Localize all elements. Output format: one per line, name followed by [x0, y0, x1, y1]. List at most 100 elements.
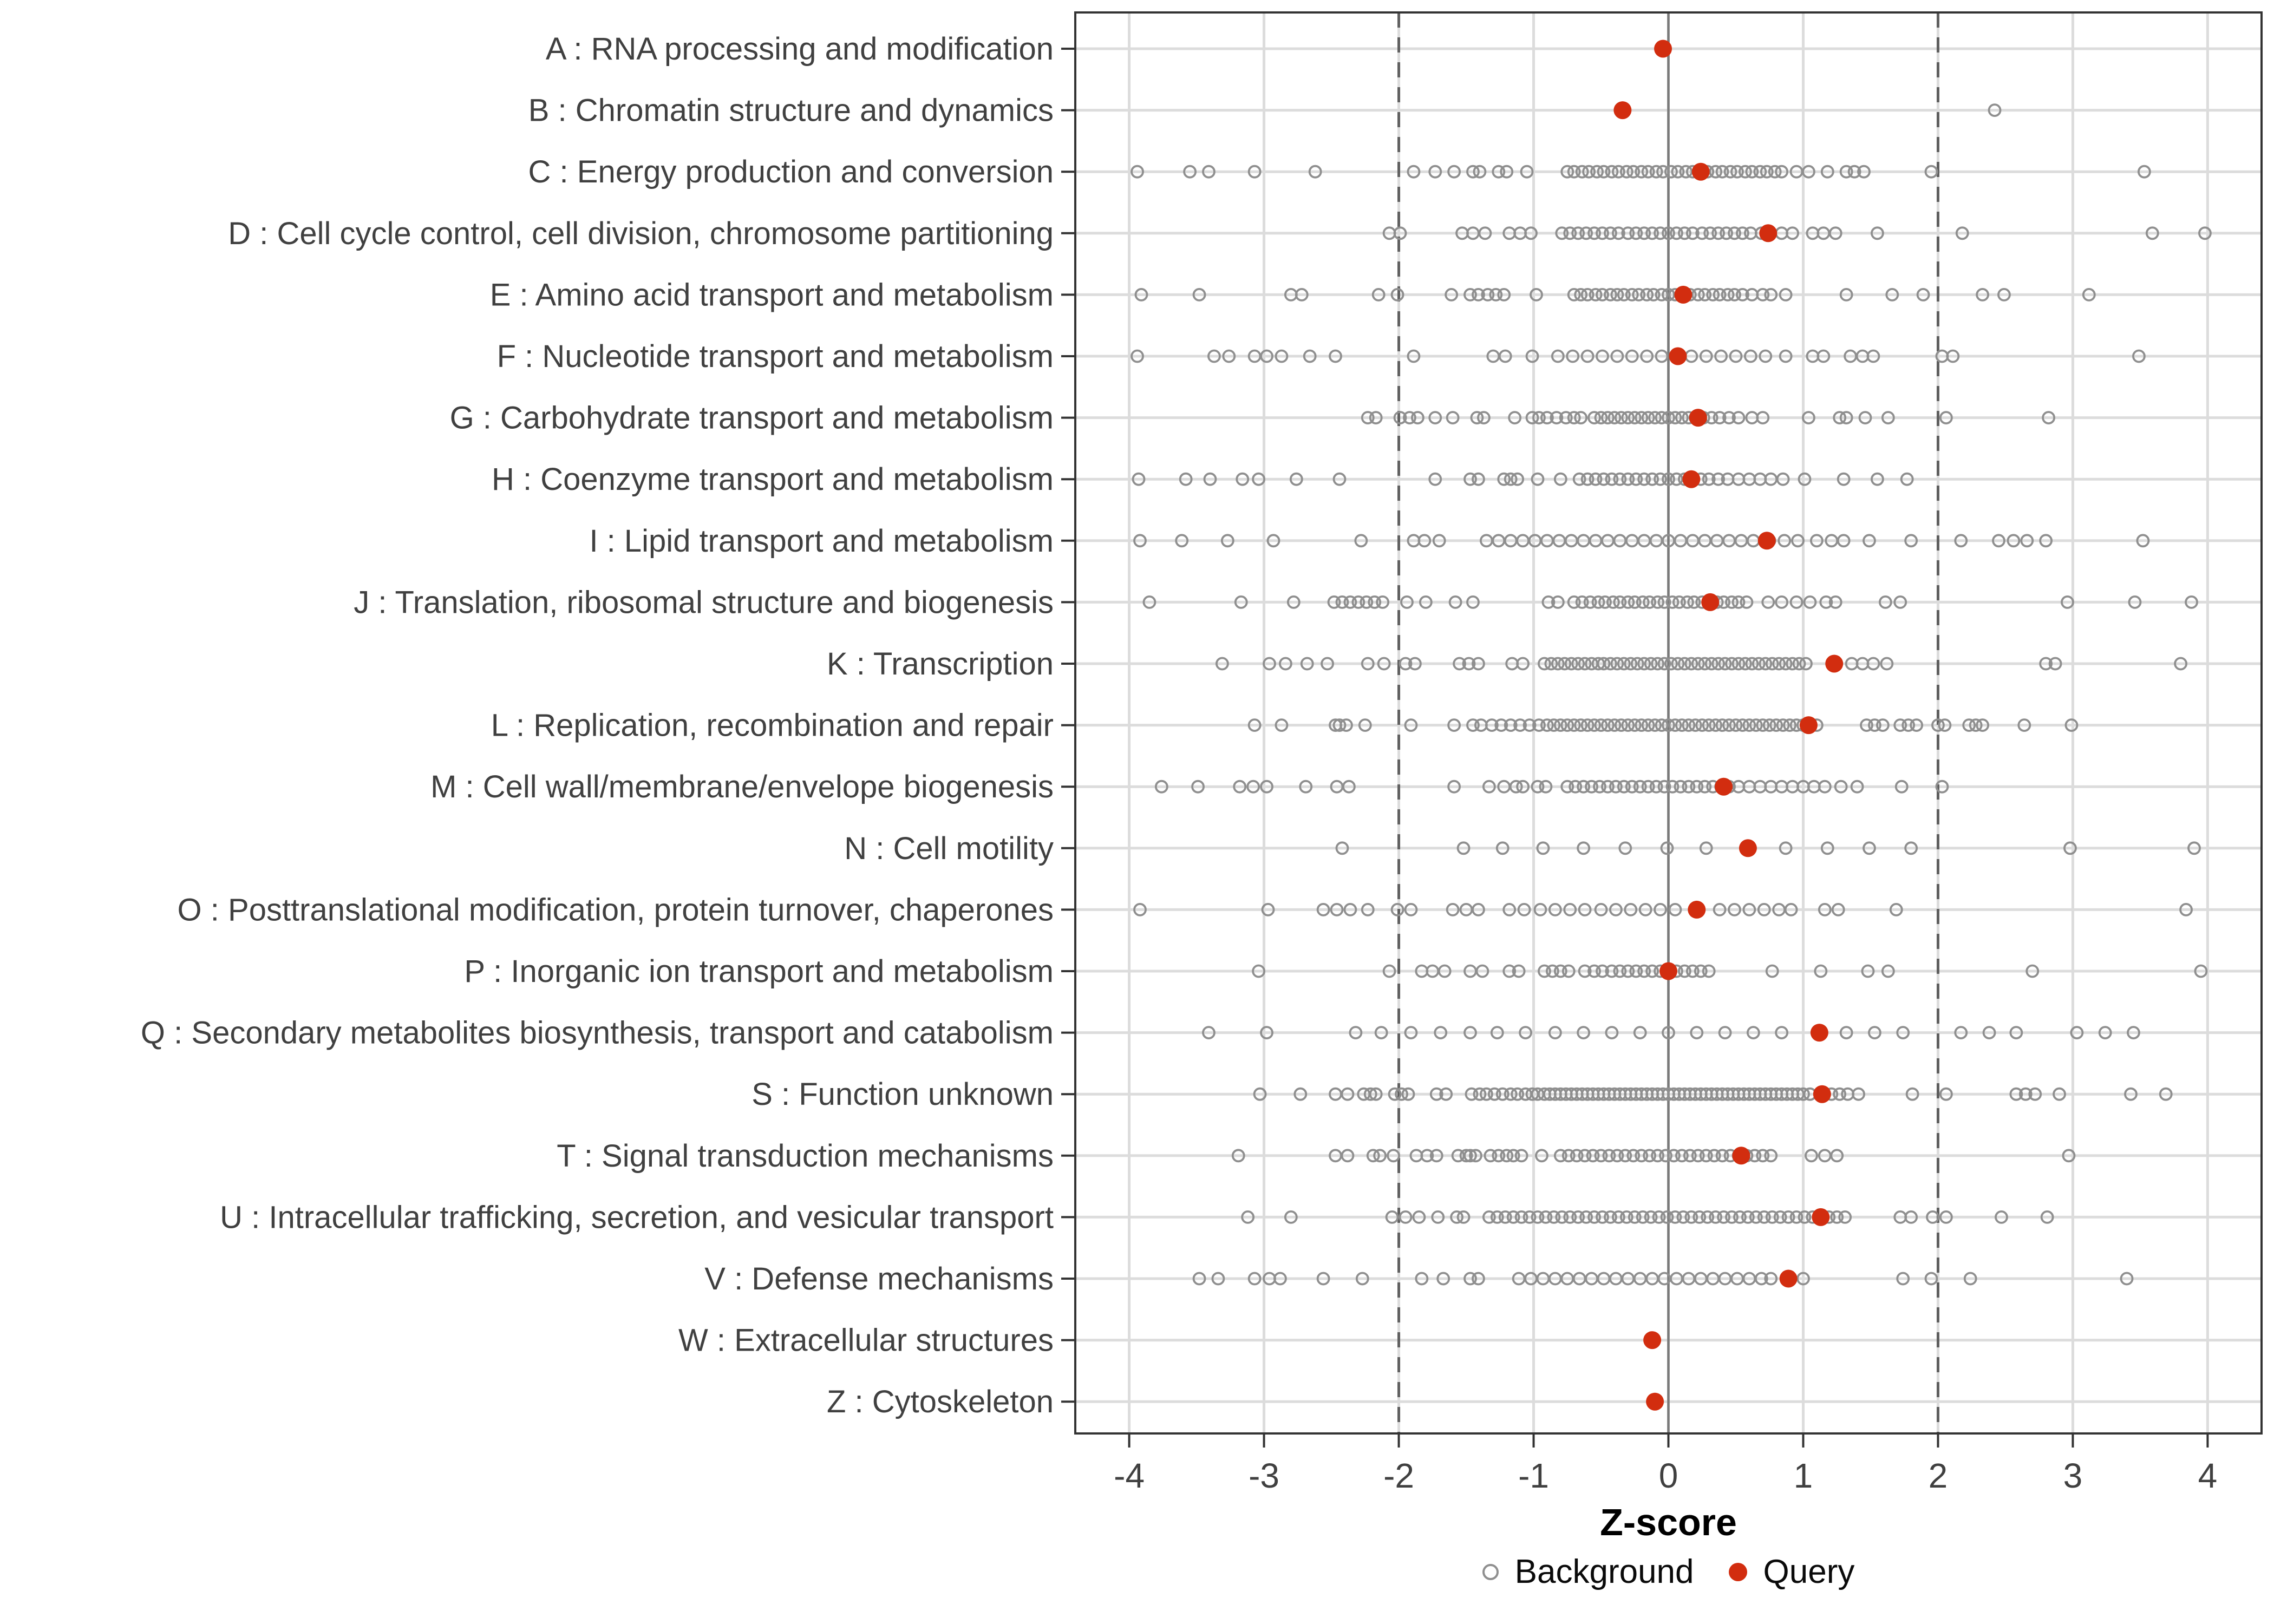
background-point: [1482, 1210, 1496, 1224]
background-point: [1924, 1272, 1938, 1286]
open-circle-icon: [1482, 1563, 1499, 1580]
background-point: [1560, 718, 1574, 732]
background-point: [1779, 288, 1793, 302]
background-point: [1553, 472, 1567, 486]
background-point: [1611, 226, 1625, 240]
background-point: [1261, 903, 1275, 916]
background-point: [1605, 1026, 1619, 1039]
background-point: [1969, 718, 1983, 732]
background-point: [2128, 595, 2142, 609]
background-point: [1880, 657, 1894, 671]
background-point: [1682, 780, 1696, 794]
background-point: [1560, 780, 1574, 794]
legend-label-background: Background: [1514, 1553, 1694, 1590]
background-point: [1665, 780, 1680, 794]
background-point: [1316, 1272, 1330, 1286]
background-point: [1586, 1149, 1600, 1163]
background-point: [1720, 226, 1733, 240]
background-point: [1429, 1087, 1443, 1101]
background-point: [1448, 595, 1462, 609]
background-point: [1574, 411, 1588, 424]
background-point: [1976, 718, 1990, 732]
background-point: [1597, 472, 1611, 486]
background-point: [1580, 718, 1595, 732]
background-point: [1472, 472, 1485, 486]
background-point: [1643, 1149, 1657, 1163]
background-point: [1547, 718, 1561, 732]
background-point: [1718, 657, 1732, 671]
background-point: [1524, 226, 1538, 240]
background-point: [1601, 718, 1615, 732]
query-point: [1691, 162, 1710, 181]
background-point: [1260, 780, 1273, 794]
background-point: [1683, 1149, 1697, 1163]
background-point: [1399, 1210, 1413, 1224]
background-point: [1644, 1210, 1658, 1224]
background-point: [1606, 595, 1620, 609]
background-point: [1866, 657, 1880, 671]
background-point: [1220, 534, 1234, 548]
background-point: [1253, 1087, 1267, 1101]
background-point: [1469, 1149, 1482, 1163]
background-point: [1308, 165, 1322, 179]
background-point: [1725, 595, 1739, 609]
background-point: [1761, 595, 1775, 609]
background-point: [1551, 349, 1565, 363]
y-axis-label: G : Carbohydrate transport and metabolis…: [450, 401, 1054, 436]
background-point: [1765, 1210, 1779, 1224]
background-point: [1684, 657, 1698, 671]
background-point: [1133, 903, 1147, 916]
background-point: [1685, 964, 1700, 978]
background-point: [1339, 718, 1353, 732]
background-point: [1643, 595, 1657, 609]
background-point: [2039, 657, 2053, 671]
background-point: [1408, 657, 1422, 671]
background-point: [1275, 349, 1289, 363]
background-point: [1407, 349, 1421, 363]
background-point: [1369, 411, 1383, 424]
background-point: [1646, 288, 1661, 302]
background-point: [1431, 1210, 1445, 1224]
background-point: [1618, 841, 1632, 855]
background-point: [1456, 841, 1471, 855]
background-point: [1594, 1149, 1608, 1163]
background-point: [1982, 1026, 1996, 1039]
background-point: [1610, 657, 1624, 671]
background-point: [1571, 226, 1585, 240]
background-point: [1611, 1210, 1625, 1224]
background-point: [2064, 718, 2079, 732]
background-point: [1954, 1026, 1968, 1039]
background-point: [1839, 1026, 1853, 1039]
background-point: [1786, 226, 1799, 240]
background-point: [1555, 1210, 1569, 1224]
background-point: [1428, 165, 1442, 179]
background-point: [1589, 472, 1603, 486]
background-point: [1723, 165, 1737, 179]
background-point: [1553, 1149, 1567, 1163]
background-point: [1341, 1149, 1355, 1163]
background-point: [1504, 472, 1518, 486]
background-point: [1580, 472, 1595, 486]
background-point: [1531, 472, 1545, 486]
background-point: [1997, 288, 2011, 302]
background-point: [2082, 288, 2096, 302]
background-point: [1847, 165, 1861, 179]
background-point: [1286, 595, 1301, 609]
background-point: [1775, 165, 1789, 179]
background-point: [1664, 657, 1678, 671]
background-point: [1404, 1026, 1418, 1039]
background-point: [1192, 1272, 1206, 1286]
background-point: [1687, 595, 1701, 609]
y-axis-label: U : Intracellular trafficking, secretion…: [220, 1200, 1054, 1235]
background-point: [1715, 1149, 1729, 1163]
background-point: [1656, 165, 1670, 179]
background-point: [1677, 226, 1691, 240]
background-point: [1729, 349, 1743, 363]
background-point: [1492, 1149, 1506, 1163]
background-point: [1619, 165, 1633, 179]
background-point: [1504, 1087, 1518, 1101]
background-point: [1722, 411, 1736, 424]
background-point: [1640, 288, 1654, 302]
background-point: [1739, 657, 1752, 671]
background-point: [1236, 472, 1250, 486]
